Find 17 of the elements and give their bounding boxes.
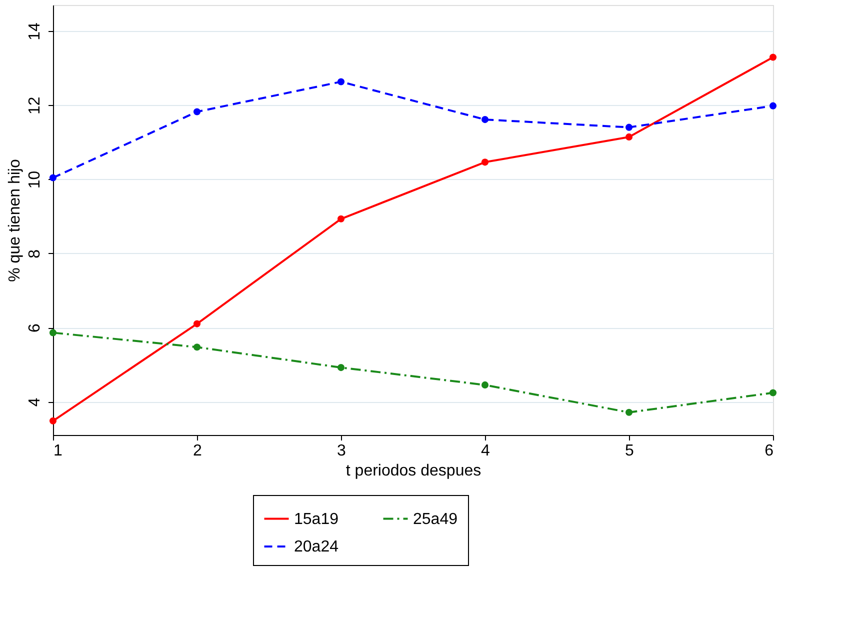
x-tick-label: 5 bbox=[625, 442, 634, 460]
y-axis-title: % que tienen hijo bbox=[6, 159, 24, 282]
x-tick-label: 1 bbox=[54, 442, 62, 460]
y-tick-label: 6 bbox=[26, 323, 44, 332]
legend-label: 25a49 bbox=[413, 510, 458, 528]
x-tick-label: 6 bbox=[764, 442, 774, 460]
x-axis-title: t periodos despues bbox=[346, 462, 482, 480]
legend-label: 15a19 bbox=[294, 510, 339, 528]
y-tick-label: 8 bbox=[26, 249, 44, 258]
y-tick-label: 12 bbox=[26, 96, 44, 114]
legend-label: 20a24 bbox=[294, 538, 339, 556]
x-tick-label: 2 bbox=[193, 442, 202, 460]
x-tick-label: 3 bbox=[337, 442, 346, 460]
y-tick-label: 10 bbox=[26, 170, 44, 189]
y-tick-label: 4 bbox=[26, 398, 44, 407]
x-tick-label: 4 bbox=[481, 442, 490, 460]
y-tick-label: 14 bbox=[26, 22, 44, 40]
